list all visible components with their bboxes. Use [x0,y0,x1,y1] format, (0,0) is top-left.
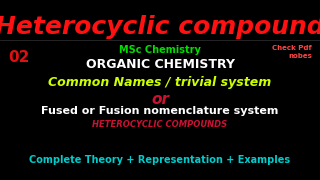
Text: Fused or Fusion nomenclature system: Fused or Fusion nomenclature system [41,106,279,116]
Text: Common Names / trivial system: Common Names / trivial system [48,76,272,89]
Text: ORGANIC CHEMISTRY: ORGANIC CHEMISTRY [85,58,235,71]
Text: HETEROCYCLIC COMPOUNDS: HETEROCYCLIC COMPOUNDS [92,120,228,129]
Text: Heterocyclic compound: Heterocyclic compound [0,15,320,39]
Text: Check Pdf
nobes: Check Pdf nobes [272,45,312,58]
Text: 02: 02 [8,50,29,65]
Text: or: or [151,92,169,107]
Text: MSc Chemistry: MSc Chemistry [119,45,201,55]
Text: Complete Theory + Representation + Examples: Complete Theory + Representation + Examp… [29,155,291,165]
